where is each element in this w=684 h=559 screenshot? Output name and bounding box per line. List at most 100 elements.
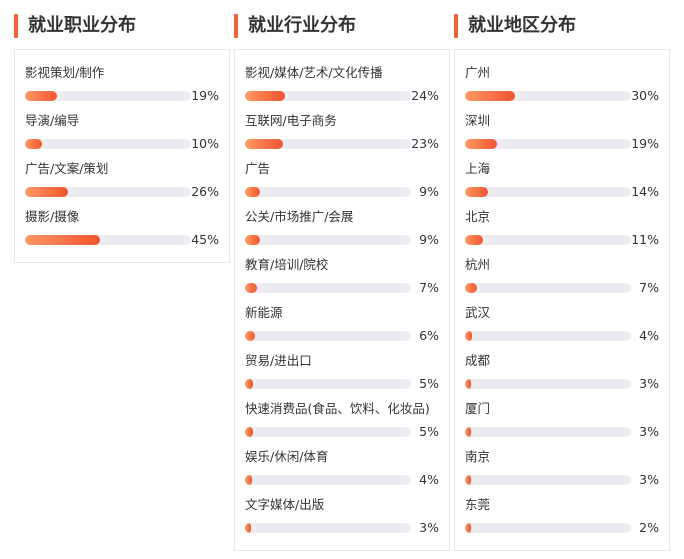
progress-track bbox=[465, 187, 631, 197]
item-percent: 3% bbox=[639, 376, 659, 391]
panel-header: 就业职业分布 bbox=[14, 0, 232, 46]
progress-fill bbox=[465, 139, 497, 149]
item-percent: 3% bbox=[639, 472, 659, 487]
list-item: 厦门 3% bbox=[455, 386, 669, 439]
progress-track bbox=[25, 187, 191, 197]
panel-title: 就业地区分布 bbox=[468, 15, 576, 36]
progress-fill bbox=[25, 139, 42, 149]
item-label: 武汉 bbox=[465, 305, 491, 320]
item-label: 南京 bbox=[465, 449, 491, 464]
progress-fill bbox=[465, 427, 471, 437]
accent-bar bbox=[14, 14, 18, 38]
progress-fill bbox=[245, 235, 260, 245]
list-item: 杭州 7% bbox=[455, 242, 669, 295]
panel-occupation: 就业职业分布 影视策划/制作 19% 导演/编导 10% 广告/文案/策划 26% 摄影/摄… bbox=[14, 0, 232, 263]
item-percent: 5% bbox=[419, 424, 439, 439]
progress-track bbox=[245, 379, 411, 389]
progress-fill bbox=[465, 475, 471, 485]
item-percent: 24% bbox=[411, 88, 439, 103]
list-item: 东莞 2% bbox=[455, 482, 669, 535]
item-label: 快速消费品(食品、饮料、化妆品) bbox=[245, 401, 430, 416]
item-label: 北京 bbox=[465, 209, 491, 224]
list-item: 广州 30% bbox=[455, 50, 669, 103]
list-item: 教育/培训/院校 7% bbox=[235, 242, 449, 295]
panel-header: 就业行业分布 bbox=[234, 0, 452, 46]
list-item: 互联网/电子商务 23% bbox=[235, 98, 449, 151]
item-label: 厦门 bbox=[465, 401, 491, 416]
item-percent: 9% bbox=[419, 232, 439, 247]
list-item: 上海 14% bbox=[455, 146, 669, 199]
panel-industry: 就业行业分布 影视/媒体/艺术/文化传播 24% 互联网/电子商务 23% 广告 9% 公关… bbox=[234, 0, 452, 551]
accent-bar bbox=[234, 14, 238, 38]
list-item: 公关/市场推广/会展 9% bbox=[235, 194, 449, 247]
panel-region: 就业地区分布 广州 30% 深圳 19% 上海 14% 北京 11% 杭州 7% 武汉 4% 成都 3% 厦… bbox=[454, 0, 672, 551]
progress-track bbox=[245, 235, 411, 245]
item-label: 导演/编导 bbox=[25, 113, 80, 128]
progress-track bbox=[25, 139, 191, 149]
item-percent: 4% bbox=[639, 328, 659, 343]
item-label: 娱乐/休闲/体育 bbox=[245, 449, 329, 464]
progress-fill bbox=[245, 91, 285, 101]
progress-track bbox=[245, 523, 411, 533]
item-label: 新能源 bbox=[245, 305, 283, 320]
list-item: 快速消费品(食品、饮料、化妆品) 5% bbox=[235, 386, 449, 439]
list-item: 贸易/进出口 5% bbox=[235, 338, 449, 391]
item-label: 广州 bbox=[465, 65, 491, 80]
item-percent: 9% bbox=[419, 184, 439, 199]
progress-track bbox=[245, 187, 411, 197]
item-label: 互联网/电子商务 bbox=[245, 113, 337, 128]
progress-track bbox=[465, 91, 631, 101]
progress-track bbox=[465, 379, 631, 389]
progress-fill bbox=[245, 379, 254, 389]
progress-fill bbox=[245, 283, 257, 293]
item-percent: 7% bbox=[639, 280, 659, 295]
list-item: 娱乐/休闲/体育 4% bbox=[235, 434, 449, 487]
list-item: 广告 9% bbox=[235, 146, 449, 199]
item-percent: 14% bbox=[631, 184, 659, 199]
item-percent: 11% bbox=[631, 232, 659, 247]
item-label: 贸易/进出口 bbox=[245, 353, 312, 368]
item-label: 杭州 bbox=[465, 257, 491, 272]
progress-fill bbox=[25, 91, 57, 101]
item-label: 深圳 bbox=[465, 113, 491, 128]
progress-track bbox=[245, 427, 411, 437]
panel-title: 就业职业分布 bbox=[28, 15, 136, 36]
item-percent: 3% bbox=[419, 520, 439, 535]
list-item: 南京 3% bbox=[455, 434, 669, 487]
progress-fill bbox=[465, 91, 515, 101]
list-item: 新能源 6% bbox=[235, 290, 449, 343]
progress-track bbox=[245, 91, 411, 101]
item-label: 东莞 bbox=[465, 497, 491, 512]
item-percent: 45% bbox=[191, 232, 219, 247]
item-percent: 2% bbox=[639, 520, 659, 535]
item-percent: 10% bbox=[191, 136, 219, 151]
list-item: 影视/媒体/艺术/文化传播 24% bbox=[235, 50, 449, 103]
progress-track bbox=[245, 283, 411, 293]
progress-fill bbox=[465, 187, 489, 197]
progress-track bbox=[465, 427, 631, 437]
progress-fill bbox=[245, 427, 254, 437]
panel-card: 影视策划/制作 19% 导演/编导 10% 广告/文案/策划 26% 摄影/摄像 45% bbox=[14, 49, 230, 263]
progress-track bbox=[245, 475, 411, 485]
progress-fill bbox=[465, 331, 472, 341]
progress-fill bbox=[25, 187, 69, 197]
progress-track bbox=[465, 523, 631, 533]
item-percent: 19% bbox=[191, 88, 219, 103]
list-item: 深圳 19% bbox=[455, 98, 669, 151]
item-label: 文字媒体/出版 bbox=[245, 497, 325, 512]
item-label: 影视/媒体/艺术/文化传播 bbox=[245, 65, 383, 80]
progress-track bbox=[465, 283, 631, 293]
item-percent: 4% bbox=[419, 472, 439, 487]
item-percent: 23% bbox=[411, 136, 439, 151]
progress-track bbox=[465, 475, 631, 485]
progress-track bbox=[245, 331, 411, 341]
list-item: 北京 11% bbox=[455, 194, 669, 247]
item-label: 广告 bbox=[245, 161, 271, 176]
panel-card: 广州 30% 深圳 19% 上海 14% 北京 11% 杭州 7% 武汉 4% 成都 3% 厦门 3% 南京 3%… bbox=[454, 49, 670, 551]
item-label: 影视策划/制作 bbox=[25, 65, 105, 80]
list-item: 导演/编导 10% bbox=[15, 98, 229, 151]
panel-title: 就业行业分布 bbox=[248, 15, 356, 36]
progress-fill bbox=[245, 139, 284, 149]
list-item: 摄影/摄像 45% bbox=[15, 194, 229, 247]
progress-fill bbox=[465, 523, 471, 533]
